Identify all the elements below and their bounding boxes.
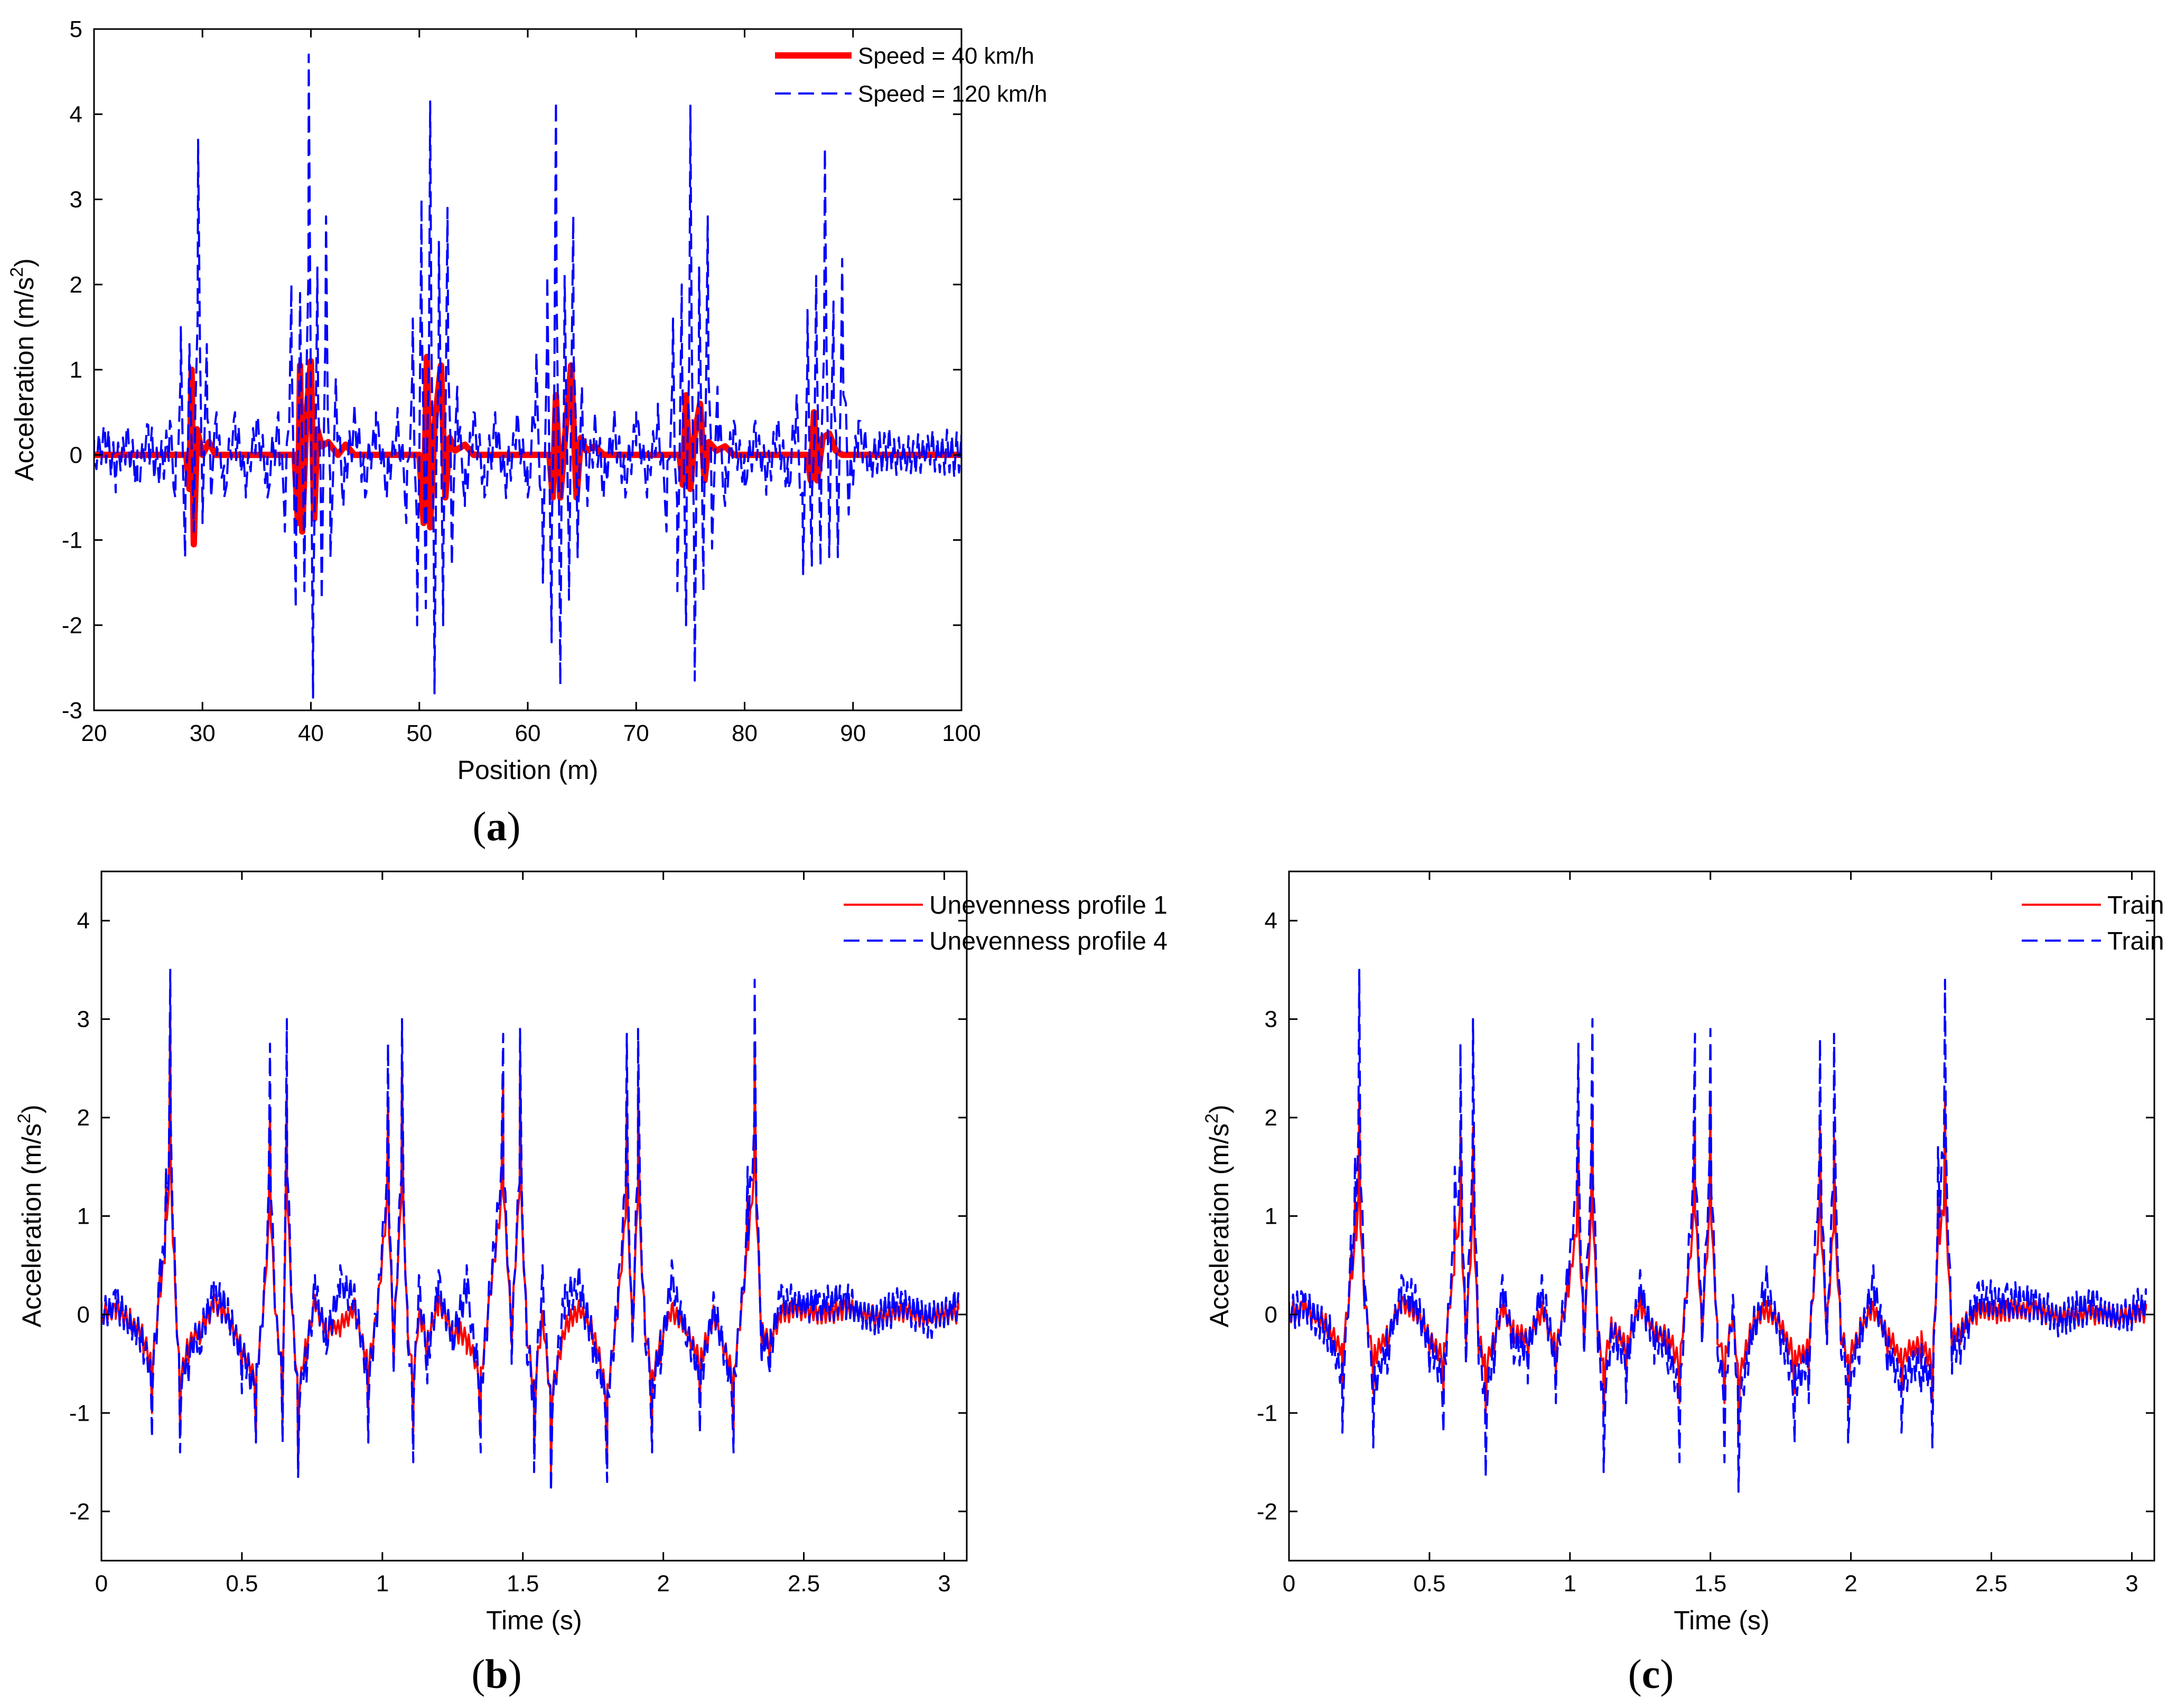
chart-c: 0 0.5 1 1.5 2 2.5 3 -2 -1 0 1 2 3 4 Time (s) Accelerati…: [1202, 870, 2167, 1635]
chart-b: 0 0.5 1 1.5 2 2.5 3 -2 -1 0 1 2 3 4 Time (s) Accelerati…: [14, 870, 1167, 1635]
panel-label-b-letter: b: [485, 1651, 508, 1697]
x-tick-label: 1: [1564, 1571, 1576, 1597]
y-tick-label: 2: [1265, 1105, 1277, 1131]
y-tick-label: 2: [77, 1105, 90, 1131]
x-tick-label: 0: [95, 1571, 108, 1597]
panel-label-b-open: (: [471, 1651, 485, 1697]
y-axis-label-end: ): [10, 258, 39, 267]
series-group: [94, 53, 961, 699]
legend-label-1: Train with half load: [2107, 891, 2167, 919]
x-tick-label: 40: [298, 720, 324, 746]
x-tick-label: 80: [732, 720, 758, 746]
x-axis-label: Time (s): [486, 1606, 582, 1635]
panel-label-a-close: ): [507, 803, 521, 849]
y-tick-label: 2: [70, 272, 82, 298]
x-axis-label: Time (s): [1674, 1606, 1769, 1635]
panel-label-c-close: ): [1660, 1651, 1674, 1697]
x-tick-label: 30: [190, 720, 216, 746]
series-line-2: [101, 969, 959, 1493]
x-tick-label: 90: [840, 720, 866, 746]
series-group: [101, 969, 959, 1493]
series-group: [1289, 969, 2147, 1493]
y-tick-label: 1: [1265, 1204, 1277, 1230]
x-tick-label: 0: [1283, 1571, 1295, 1597]
x-tick-label: 1.5: [1694, 1571, 1726, 1597]
y-tick-label: 4: [77, 908, 90, 934]
y-tick-label: 1: [70, 357, 82, 383]
legend-label-2: Speed = 120 km/h: [858, 81, 1047, 107]
y-tick-label: -1: [1257, 1400, 1277, 1426]
x-tick-label: 3: [938, 1571, 950, 1597]
x-tick-label: 2: [657, 1571, 669, 1597]
y-axis-label-end: ): [1204, 1105, 1234, 1114]
panel-label-b-close: ): [508, 1651, 522, 1697]
y-tick-label: 1: [77, 1204, 90, 1230]
y-axis-label-base: Acceleration (m/s: [1204, 1123, 1234, 1327]
x-tick-label: 100: [942, 720, 980, 746]
x-tick-label: 70: [623, 720, 649, 746]
legend: Unevenness profile 1 Unevenness profile 4: [844, 891, 1167, 955]
panel-label-a-letter: a: [486, 803, 507, 849]
y-axis-label-base: Acceleration (m/s: [10, 277, 39, 481]
y-tick-label: -2: [69, 1499, 90, 1525]
plot-area: [1289, 871, 2154, 1561]
x-tick-label: 2: [1844, 1571, 1857, 1597]
x-tick-label: 0.5: [226, 1571, 258, 1597]
x-tick-label: 3: [2125, 1571, 2138, 1597]
y-axis-label: Acceleration (m/s2): [14, 1105, 46, 1328]
panel-label-a-open: (: [472, 803, 487, 849]
y-axis-label: Acceleration (m/s2): [1202, 1105, 1234, 1328]
y-axis-label-sup: 2: [1202, 1113, 1222, 1123]
legend-label-1: Unevenness profile 1: [929, 891, 1167, 919]
x-tick-label: 2.5: [788, 1571, 820, 1597]
y-tick-label: 0: [77, 1302, 90, 1328]
legend-label-2: Unevenness profile 4: [929, 927, 1167, 955]
panel-label-c-letter: c: [1641, 1651, 1660, 1697]
y-axis-label-sup: 2: [7, 267, 27, 277]
y-axis-label: Acceleration (m/s2): [7, 258, 39, 481]
series-line-2: [94, 53, 961, 699]
y-axis-label-base: Acceleration (m/s: [17, 1123, 46, 1327]
x-tick-label: 0.5: [1413, 1571, 1445, 1597]
legend-label-2: Train with full load: [2107, 927, 2167, 955]
y-axis-label-end: ): [17, 1105, 46, 1114]
y-tick-label: -3: [62, 698, 82, 724]
legend: Train with half load Train with full load: [2022, 891, 2167, 955]
y-tick-label: 5: [70, 16, 82, 42]
y-tick-label: 4: [70, 101, 82, 127]
y-tick-label: -2: [62, 613, 82, 639]
x-tick-label: 20: [81, 720, 107, 746]
y-tick-label: -1: [62, 528, 82, 553]
panel-label-c-open: (: [1628, 1651, 1642, 1697]
x-axis-label: Position (m): [457, 755, 599, 785]
series-line-2: [1289, 969, 2147, 1493]
x-tick-label: 60: [515, 720, 541, 746]
panel-label-c: (c): [1572, 1650, 1730, 1698]
y-tick-label: 0: [70, 442, 82, 468]
x-tick-label: 50: [406, 720, 432, 746]
legend: Speed = 40 km/h Speed = 120 km/h: [775, 43, 1047, 107]
x-tick-label: 1: [376, 1571, 389, 1597]
y-tick-label: 0: [1265, 1302, 1277, 1328]
y-tick-label: -2: [1257, 1499, 1277, 1525]
y-tick-label: -1: [69, 1400, 90, 1426]
y-axis-label-sup: 2: [14, 1113, 34, 1123]
y-tick-label: 3: [1265, 1007, 1277, 1033]
y-tick-label: 3: [70, 187, 82, 213]
y-tick-label: 3: [77, 1007, 90, 1033]
panel-label-b: (b): [417, 1650, 576, 1698]
legend-label-1: Speed = 40 km/h: [858, 43, 1034, 69]
panel-label-a: (a): [417, 803, 576, 850]
x-tick-label: 2.5: [1975, 1571, 2007, 1597]
y-tick-label: 4: [1265, 908, 1277, 934]
chart-a: 20 30 40 50 60 70 80 90 100 -3 -2 -1 0 1 2 3 4 5 Position …: [7, 16, 1047, 785]
x-tick-label: 1.5: [507, 1571, 539, 1597]
